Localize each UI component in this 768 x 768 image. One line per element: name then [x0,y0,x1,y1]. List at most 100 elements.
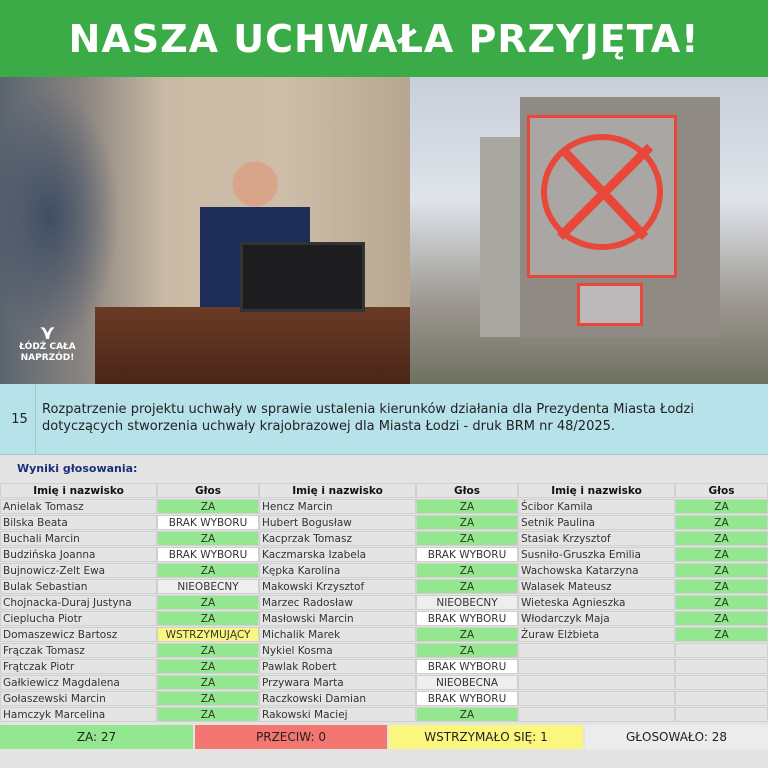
member-name: Budzińska Joanna [0,547,157,562]
vote-value: ZA [157,643,259,658]
logo-text: ŁÓDŹ CAŁA NAPRZÓD! [19,342,76,363]
column-header-name: Imię i nazwisko [259,483,416,498]
member-name [518,691,675,706]
vote-value: ZA [157,659,259,674]
page-title: NASZA UCHWAŁA PRZYJĘTA! [68,16,700,61]
crossed-circle-icon [541,134,663,250]
vote-value: BRAK WYBORU [416,547,518,562]
member-name: Domaszewicz Bartosz [0,627,157,642]
logo: ⋎ ŁÓDŹ CAŁA NAPRZÓD! [15,322,80,364]
vote-value: BRAK WYBORU [416,659,518,674]
vote-value: ZA [416,643,518,658]
table-row: Domaszewicz Bartosz WSTRZYMUJĄCY Michalik … [0,627,768,643]
header-banner: NASZA UCHWAŁA PRZYJĘTA! [0,0,768,77]
table-row: Bilska Beata BRAK WYBORU Hubert Bogusław ZA… [0,515,768,531]
vote-value [675,675,768,690]
agenda-item-number: 15 [4,384,36,455]
member-name: Wachowska Katarzyna [518,563,675,578]
summary-bar: ZA: 27 PRZECIW: 0 WSTRZYMAŁO SIĘ: 1 GŁOS… [0,725,768,749]
member-name: Bujnowicz-Zelt Ewa [0,563,157,578]
table-row: Budzińska Joanna BRAK WYBORU Kaczmarska Iz… [0,547,768,563]
member-name: Żuraw Elżbieta [518,627,675,642]
table-row: Bujnowicz-Zelt Ewa ZA Kępka Karolina ZA Wach… [0,563,768,579]
vote-value: ZA [675,563,768,578]
vote-value: ZA [416,499,518,514]
vote-value: ZA [416,563,518,578]
vote-value: ZA [416,707,518,722]
vote-value: ZA [157,563,259,578]
member-name: Cieplucha Piotr [0,611,157,626]
vote-value: NIEOBECNA [416,675,518,690]
member-name: Nykiel Kosma [259,643,416,658]
vote-value: NIEOBECNY [416,595,518,610]
summary-za: ZA: 27 [0,725,193,749]
member-name: Gałkiewicz Magdalena [0,675,157,690]
member-name: Rakowski Maciej [259,707,416,722]
vote-value: BRAK WYBORU [416,611,518,626]
summary-glosowalo: GŁOSOWAŁO: 28 [585,725,768,749]
vote-value [675,659,768,674]
member-name: Wieteska Agnieszka [518,595,675,610]
member-name: Masłowski Marcin [259,611,416,626]
member-name: Makowski Krzysztof [259,579,416,594]
vote-value [675,707,768,722]
table-row: Frączak Tomasz ZA Nykiel Kosma ZA [0,643,768,659]
vote-value: ZA [157,531,259,546]
street-billboard-photo [410,77,768,384]
member-name: Kaczmarska Izabela [259,547,416,562]
member-name: Michalik Marek [259,627,416,642]
vote-value: ZA [157,499,259,514]
vote-value: ZA [675,499,768,514]
table-row: Gołaszewski Marcin ZA Raczkowski Damian BRA… [0,691,768,707]
member-name: Pawlak Robert [259,659,416,674]
vote-value: ZA [416,627,518,642]
member-name: Buchali Marcin [0,531,157,546]
table-row: Hamczyk Marcelina ZA Rakowski Maciej ZA [0,707,768,723]
vote-value: BRAK WYBORU [157,515,259,530]
council-session-photo: ⋎ ŁÓDŹ CAŁA NAPRZÓD! [0,77,410,384]
vote-value: ZA [157,691,259,706]
summary-wstrzymalo: WSTRZYMAŁO SIĘ: 1 [389,725,583,749]
member-name [518,643,675,658]
column-header-vote: Głos [416,483,518,498]
vote-value [675,691,768,706]
member-name: Hamczyk Marcelina [0,707,157,722]
member-name: Marzec Radosław [259,595,416,610]
table-row: Buchali Marcin ZA Kacprzak Tomasz ZA Stasiak… [0,531,768,547]
results-label: Wyniki głosowania: [17,462,138,475]
vote-value: ZA [416,531,518,546]
vote-value: WSTRZYMUJĄCY [157,627,259,642]
vote-value: ZA [675,611,768,626]
vote-value: BRAK WYBORU [416,691,518,706]
member-name: Chojnacka-Duraj Justyna [0,595,157,610]
logo-mark-icon: ⋎ [39,320,56,344]
vote-value [675,643,768,658]
table-row: Bulak Sebastian NIEOBECNY Makowski Krzyszt… [0,579,768,595]
member-name: Bulak Sebastian [0,579,157,594]
member-name: Frączak Tomasz [0,643,157,658]
member-name: Walasek Mateusz [518,579,675,594]
member-name: Kacprzak Tomasz [259,531,416,546]
member-name: Setnik Paulina [518,515,675,530]
member-name: Anielak Tomasz [0,499,157,514]
member-name: Bilska Beata [0,515,157,530]
member-name: Susniło-Gruszka Emilia [518,547,675,562]
member-name: Hencz Marcin [259,499,416,514]
member-name: Ścibor Kamila [518,499,675,514]
member-name: Gołaszewski Marcin [0,691,157,706]
summary-przeciw: PRZECIW: 0 [195,725,387,749]
votes-table: Imię i nazwisko Głos Imię i nazwisko Głos Im… [0,483,768,723]
vote-value: ZA [157,611,259,626]
vote-value: BRAK WYBORU [157,547,259,562]
agenda-item-text: Rozpatrzenie projektu uchwały w sprawie … [42,402,694,434]
vote-value: NIEOBECNY [157,579,259,594]
member-name: Kępka Karolina [259,563,416,578]
vote-value: ZA [675,627,768,642]
member-name: Hubert Bogusław [259,515,416,530]
table-row: Chojnacka-Duraj Justyna ZA Marzec Radosław… [0,595,768,611]
vote-value: ZA [675,531,768,546]
vote-value: ZA [157,675,259,690]
member-name [518,675,675,690]
member-name: Włodarczyk Maja [518,611,675,626]
column-header-vote: Głos [157,483,259,498]
